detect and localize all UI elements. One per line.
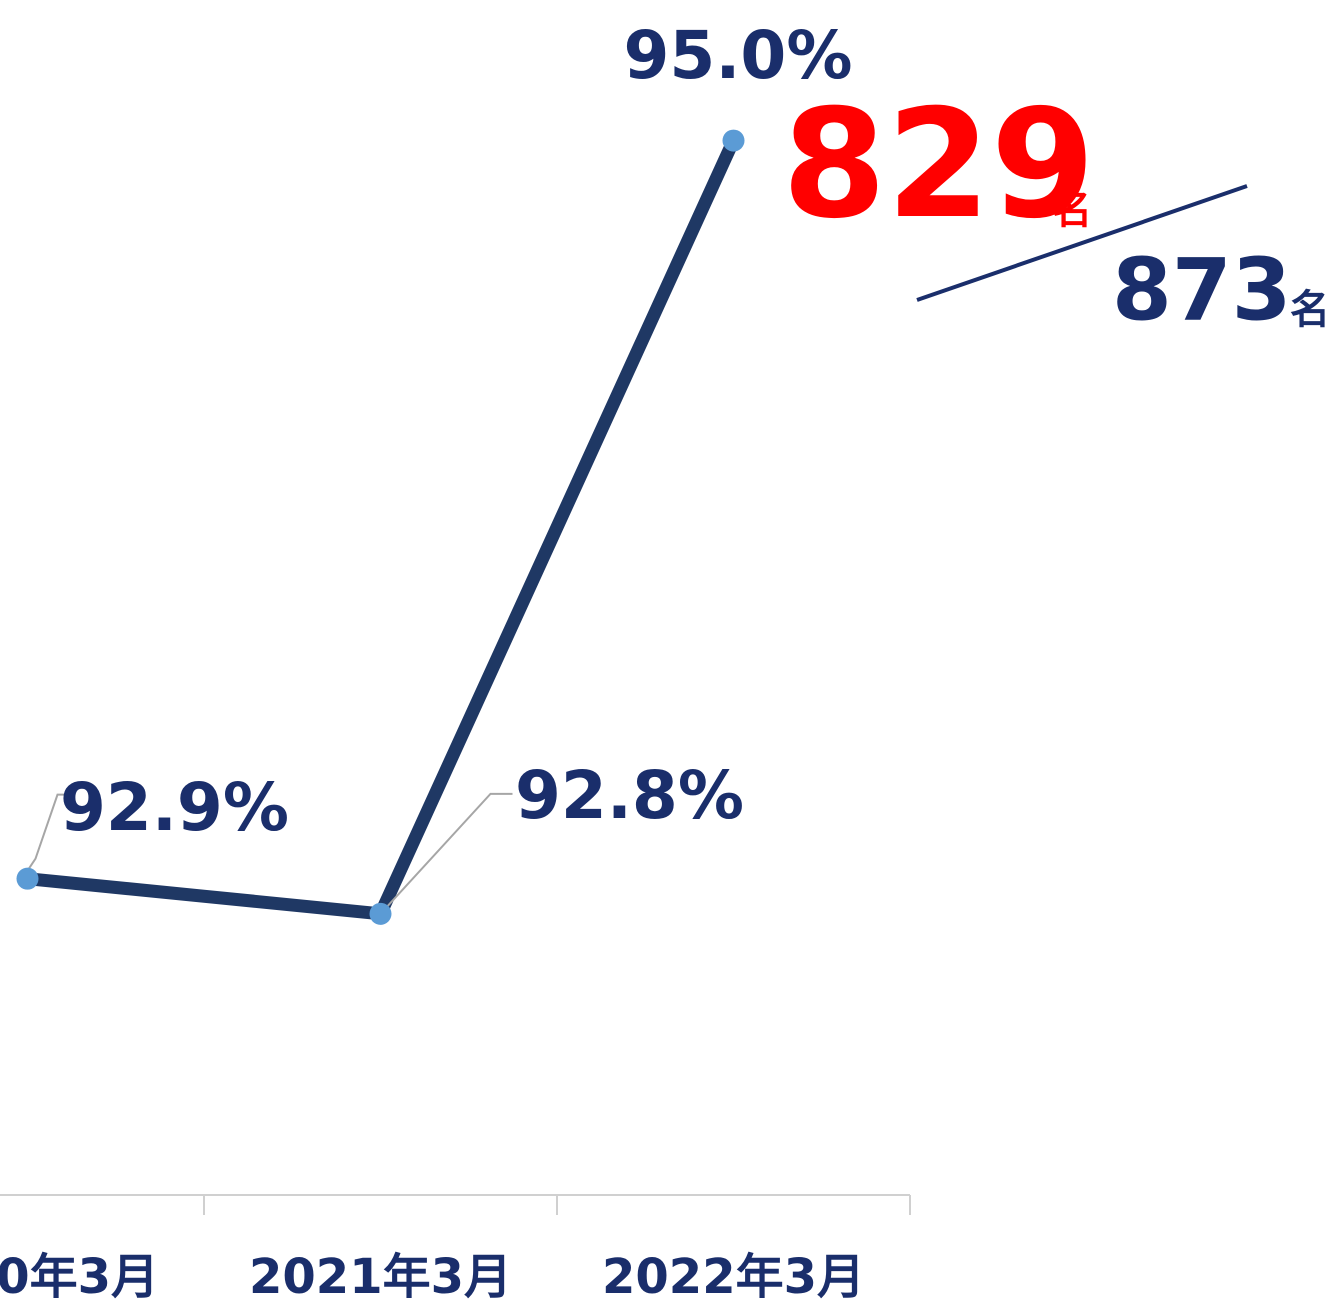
- data-label: 92.9%: [60, 769, 289, 846]
- leader-line: [26, 793, 76, 872]
- leader-line: [379, 792, 513, 915]
- marker: [722, 129, 745, 152]
- marker: [16, 867, 39, 890]
- x-tick-label: 2021年3月: [249, 1249, 512, 1305]
- data-label: 92.8%: [515, 757, 744, 834]
- data-label: 95.0%: [624, 17, 853, 94]
- annotation-new-value: 829: [782, 78, 1095, 252]
- strike-line: [916, 184, 1248, 302]
- x-tick-label: 2020年3月: [0, 1249, 159, 1305]
- marker: [369, 902, 392, 925]
- annotation-old-value: 873: [1112, 240, 1292, 340]
- annotation-unit: 名: [1052, 187, 1092, 233]
- annotation-unit: 名: [1290, 287, 1330, 333]
- annotation-group: 829 名 873 名: [782, 78, 1330, 340]
- x-tick-label: 2022年3月: [602, 1249, 865, 1305]
